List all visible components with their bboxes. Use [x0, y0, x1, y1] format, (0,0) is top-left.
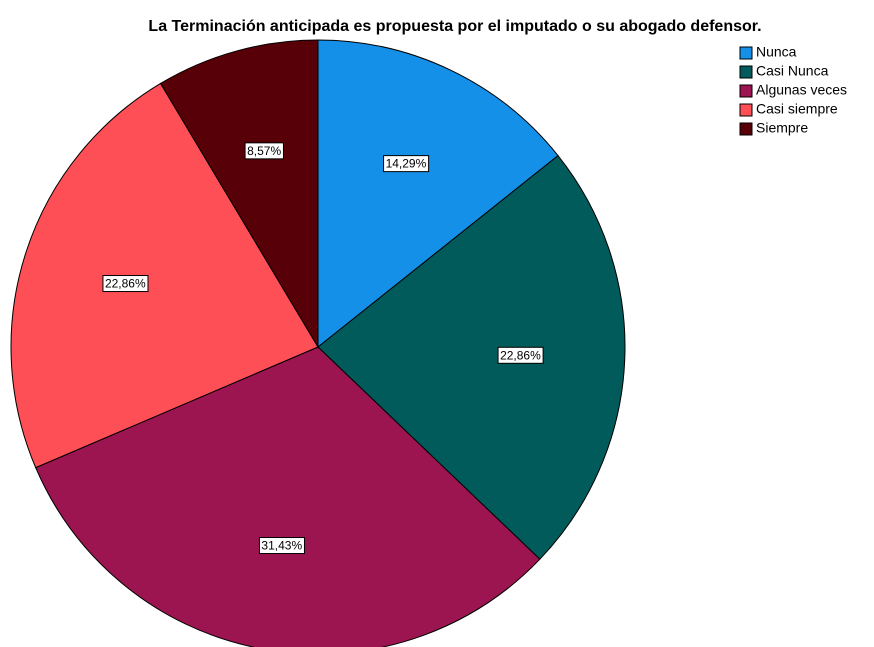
legend-swatch	[739, 65, 753, 79]
data-label: 31,43%	[258, 537, 305, 555]
legend-swatch	[739, 103, 753, 117]
legend-label: Casi siempre	[756, 101, 838, 117]
pie-slice	[10, 82, 319, 469]
data-label: 14,29%	[383, 155, 430, 173]
data-label-text: 22,86%	[500, 348, 541, 362]
data-label: 22,86%	[102, 275, 149, 293]
data-label-text: 8,57%	[247, 144, 281, 158]
pie-slice	[35, 346, 541, 647]
legend-label: Siempre	[756, 120, 808, 136]
data-label-box	[102, 275, 149, 293]
pie-slice	[317, 154, 626, 560]
pie-slice	[317, 39, 559, 349]
legend-swatch	[739, 122, 753, 136]
data-label: 22,86%	[497, 346, 544, 364]
data-label-text: 31,43%	[261, 539, 302, 553]
data-label-box	[497, 346, 544, 364]
pie-slice	[159, 39, 319, 349]
data-label-text: 22,86%	[105, 277, 146, 291]
legend-label: Nunca	[756, 44, 797, 60]
data-label-box	[383, 155, 430, 173]
data-label-box	[244, 142, 284, 160]
legend-label: Algunas veces	[756, 82, 847, 98]
chart-title: La Terminación anticipada es propuesta p…	[148, 18, 761, 35]
legend-swatch	[739, 46, 753, 60]
legend-swatch	[739, 84, 753, 98]
legend-label: Casi Nunca	[756, 63, 829, 79]
data-label: 8,57%	[244, 142, 284, 160]
data-label-box	[258, 537, 305, 555]
data-label-text: 14,29%	[386, 157, 427, 171]
